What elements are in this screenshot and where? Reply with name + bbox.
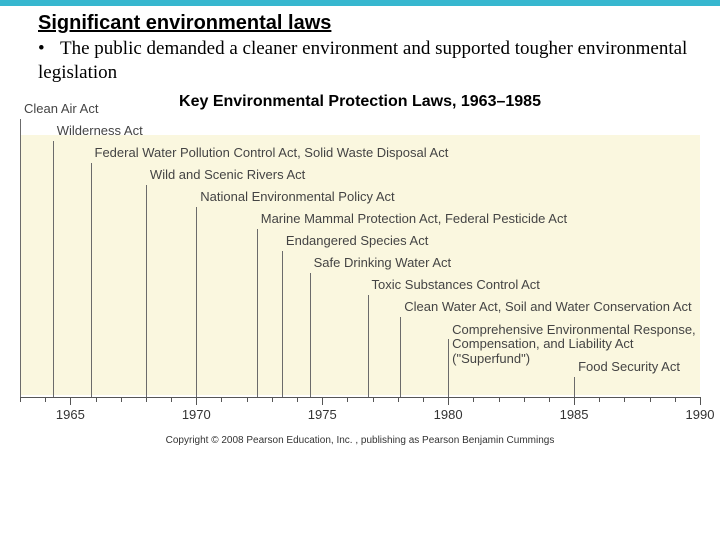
- axis-tick: [599, 397, 600, 402]
- axis-tick: [45, 397, 46, 402]
- axis-tick-label: 1980: [434, 407, 463, 422]
- axis-tick: [700, 397, 701, 405]
- axis-tick-label: 1990: [686, 407, 715, 422]
- axis-tick-label: 1985: [560, 407, 589, 422]
- timeline-entry-line: [257, 229, 258, 397]
- timeline-entry-line: [574, 377, 575, 397]
- timeline-entry-label: Marine Mammal Protection Act, Federal Pe…: [261, 211, 567, 226]
- timeline-entry-label: Safe Drinking Water Act: [314, 255, 452, 270]
- axis-tick-label: 1975: [308, 407, 337, 422]
- axis-tick-label: 1970: [182, 407, 211, 422]
- timeline-entry-line: [146, 185, 147, 397]
- axis-tick: [473, 397, 474, 402]
- axis-tick: [624, 397, 625, 402]
- axis-tick: [650, 397, 651, 402]
- axis-tick: [196, 397, 197, 405]
- timeline-entry-label: Federal Water Pollution Control Act, Sol…: [95, 145, 449, 160]
- timeline-entry-line: [400, 317, 401, 397]
- timeline-entry-line: [91, 163, 92, 397]
- axis-tick: [297, 397, 298, 402]
- timeline-entry-label: Wilderness Act: [57, 123, 143, 138]
- axis-tick: [499, 397, 500, 402]
- axis-tick: [171, 397, 172, 402]
- timeline-entry-line: [20, 119, 21, 397]
- top-accent-bar: [0, 0, 720, 6]
- x-axis: 196519701975198019851990: [20, 397, 700, 431]
- figure-title: Key Environmental Protection Laws, 1963–…: [0, 93, 720, 111]
- axis-tick: [423, 397, 424, 402]
- bullet-dot: •: [38, 37, 60, 61]
- bullet-text: •The public demanded a cleaner environme…: [38, 37, 700, 85]
- axis-tick: [448, 397, 449, 405]
- axis-tick: [322, 397, 323, 405]
- axis-tick: [574, 397, 575, 405]
- timeline-entry-line: [368, 295, 369, 397]
- axis-tick: [121, 397, 122, 402]
- timeline-chart: Clean Air ActWilderness ActFederal Water…: [20, 117, 700, 446]
- axis-line: [20, 397, 700, 398]
- axis-tick: [347, 397, 348, 402]
- axis-tick: [524, 397, 525, 402]
- timeline-entry-label: Food Security Act: [578, 359, 680, 374]
- axis-tick: [96, 397, 97, 402]
- timeline-entry-label: Endangered Species Act: [286, 233, 428, 248]
- timeline-entry-label: Toxic Substances Control Act: [372, 277, 540, 292]
- axis-tick: [272, 397, 273, 402]
- axis-tick: [70, 397, 71, 405]
- timeline-entry-label: Clean Water Act, Soil and Water Conserva…: [404, 299, 691, 314]
- axis-tick: [675, 397, 676, 402]
- page-title: Significant environmental laws: [38, 12, 720, 35]
- axis-tick: [398, 397, 399, 402]
- axis-tick: [20, 397, 21, 402]
- timeline-entry-line: [196, 207, 197, 397]
- timeline-entry-label: National Environmental Policy Act: [200, 189, 394, 204]
- axis-tick: [373, 397, 374, 402]
- axis-tick: [221, 397, 222, 402]
- axis-tick: [247, 397, 248, 402]
- timeline-entry-label: Wild and Scenic Rivers Act: [150, 167, 305, 182]
- timeline-entry-label: Clean Air Act: [24, 101, 98, 116]
- timeline-entry-line: [282, 251, 283, 397]
- axis-tick-label: 1965: [56, 407, 85, 422]
- axis-tick: [549, 397, 550, 402]
- bullet-content: The public demanded a cleaner environmen…: [38, 38, 687, 83]
- axis-tick: [146, 397, 147, 402]
- timeline-entry-line: [310, 273, 311, 397]
- copyright-text: Copyright © 2008 Pearson Education, Inc.…: [20, 435, 700, 446]
- plot-area: Clean Air ActWilderness ActFederal Water…: [20, 117, 700, 397]
- timeline-entry-line: [448, 339, 449, 397]
- timeline-entry-line: [53, 141, 54, 397]
